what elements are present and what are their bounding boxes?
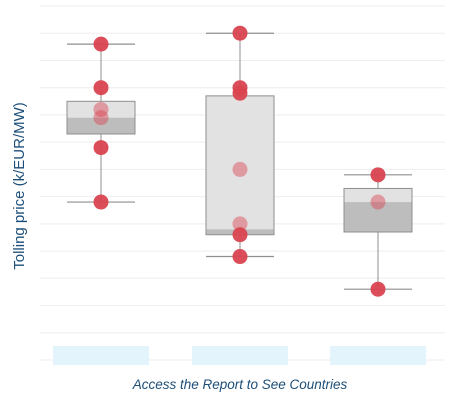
data-point — [370, 281, 386, 297]
category-label-band-1 — [53, 346, 149, 365]
data-point — [232, 161, 248, 177]
data-point — [93, 110, 109, 126]
data-point — [93, 140, 109, 156]
box-group-2 — [205, 32, 275, 258]
box-outline — [66, 100, 136, 135]
data-point — [93, 36, 109, 52]
y-axis-label: Tolling price (k/EUR/MW) — [11, 102, 28, 270]
category-label-band-2 — [192, 346, 288, 365]
lower-box — [67, 117, 135, 134]
data-point — [232, 85, 248, 101]
data-point — [370, 167, 386, 183]
boxes — [66, 32, 413, 290]
data-point — [232, 227, 248, 243]
upper-box — [67, 101, 135, 118]
data-point — [93, 101, 109, 117]
data-point — [232, 25, 248, 41]
box-group-3 — [343, 174, 413, 290]
lower-box — [344, 202, 412, 233]
x-axis-label: Access the Report to See Countries — [132, 377, 348, 392]
data-point — [93, 80, 109, 96]
upper-box — [344, 188, 412, 203]
data-point — [370, 194, 386, 210]
upper-box — [206, 95, 274, 230]
data-point — [232, 216, 248, 232]
data-point — [232, 249, 248, 265]
category-label-band-3 — [330, 346, 426, 365]
data-point — [93, 194, 109, 210]
data-points — [93, 25, 386, 297]
category-bands — [53, 346, 426, 365]
box-outline — [343, 187, 413, 233]
